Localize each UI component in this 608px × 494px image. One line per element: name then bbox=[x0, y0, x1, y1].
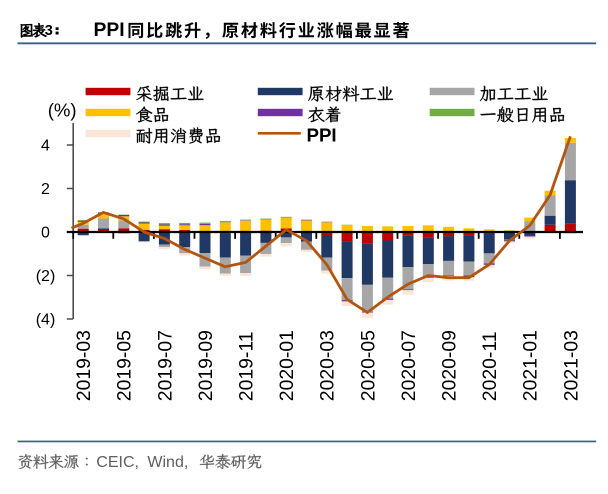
svg-text:2020-03: 2020-03 bbox=[317, 330, 339, 401]
svg-text:2019-09: 2019-09 bbox=[195, 330, 217, 401]
svg-text:2020-05: 2020-05 bbox=[357, 330, 379, 401]
svg-text:PPI: PPI bbox=[307, 124, 337, 145]
svg-text:(4): (4) bbox=[36, 312, 56, 329]
svg-text:2019-07: 2019-07 bbox=[154, 330, 176, 401]
svg-text:CEIC,: CEIC, bbox=[96, 454, 139, 471]
svg-text:2019-05: 2019-05 bbox=[114, 330, 136, 401]
svg-text:4: 4 bbox=[41, 138, 50, 155]
svg-text:2019-03: 2019-03 bbox=[73, 330, 95, 401]
svg-text:(2): (2) bbox=[36, 268, 56, 285]
svg-text:0: 0 bbox=[41, 225, 50, 242]
svg-text:2021-01: 2021-01 bbox=[520, 330, 542, 401]
svg-text:2019-11: 2019-11 bbox=[236, 331, 258, 401]
svg-text:2020-09: 2020-09 bbox=[439, 330, 461, 401]
svg-text:Wind,: Wind, bbox=[147, 454, 188, 471]
svg-text:(%): (%) bbox=[48, 99, 77, 120]
svg-text:2020-07: 2020-07 bbox=[398, 330, 420, 401]
svg-text:3: 3 bbox=[45, 23, 53, 39]
svg-text:2020-01: 2020-01 bbox=[276, 330, 298, 401]
svg-text:PPI: PPI bbox=[94, 20, 125, 41]
svg-text:2: 2 bbox=[41, 181, 50, 198]
svg-text:2021-03: 2021-03 bbox=[560, 330, 582, 401]
svg-text:2020-11: 2020-11 bbox=[479, 331, 501, 401]
